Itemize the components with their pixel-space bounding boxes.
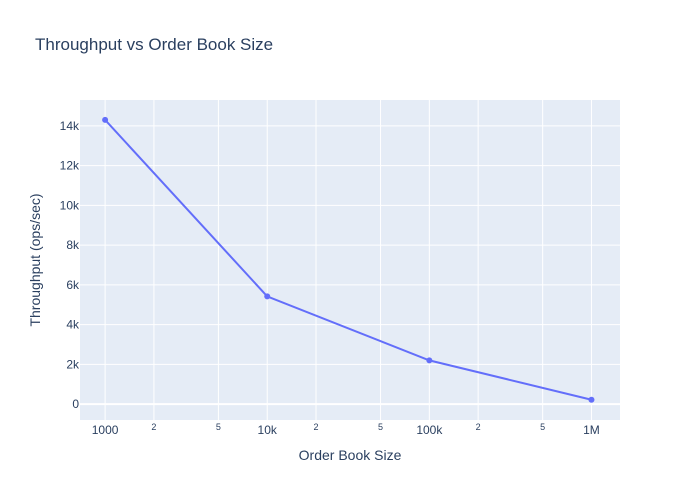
grid-lines [80, 100, 620, 420]
series-group [102, 116, 595, 403]
y-axis-title: Throughput (ops/sec) [27, 193, 43, 326]
x-axis-ticks: 1000 10k 100k 1M 2 5 2 5 2 5 [92, 422, 600, 437]
x-minor-tick-label: 2 [476, 422, 481, 432]
y-tick-label: 4k [66, 318, 80, 332]
chart-title: Throughput vs Order Book Size [35, 35, 273, 54]
y-tick-label: 10k [60, 198, 80, 212]
y-tick-label: 8k [66, 238, 80, 252]
plot-area [80, 100, 620, 420]
x-tick-label: 1000 [92, 423, 119, 437]
x-axis-title: Order Book Size [299, 447, 402, 463]
data-point[interactable] [588, 396, 595, 403]
y-axis-ticks: 0 2k 4k 6k 8k 10k 12k 14k [60, 119, 80, 411]
x-minor-tick-label: 2 [151, 422, 156, 432]
series-line [104, 119, 592, 401]
y-tick-label: 14k [60, 119, 80, 133]
x-minor-tick-label: 5 [216, 422, 221, 432]
y-tick-label: 12k [60, 159, 80, 173]
x-minor-tick-label: 5 [540, 422, 545, 432]
data-point[interactable] [426, 357, 433, 364]
x-tick-label: 10k [258, 423, 278, 437]
data-point[interactable] [102, 116, 109, 123]
y-tick-label: 2k [66, 357, 80, 371]
x-minor-tick-label: 2 [314, 422, 319, 432]
x-minor-tick-label: 5 [378, 422, 383, 432]
x-tick-label: 1M [583, 423, 600, 437]
y-tick-label: 0 [72, 397, 79, 411]
x-tick-label: 100k [416, 423, 443, 437]
data-point[interactable] [264, 293, 271, 300]
y-tick-label: 6k [66, 278, 80, 292]
